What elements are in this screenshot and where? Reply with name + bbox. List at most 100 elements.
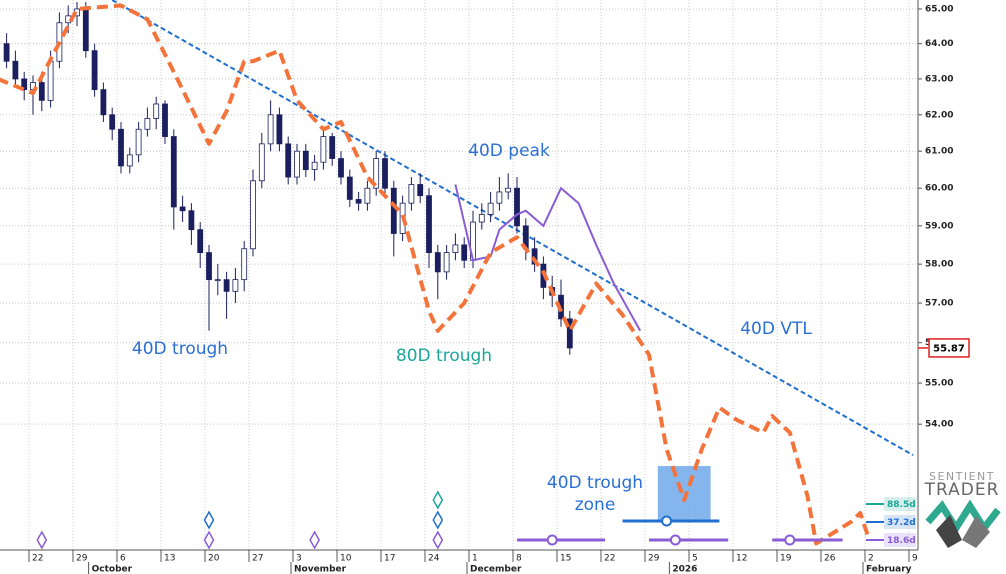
month-label: December: [470, 565, 522, 574]
candle-body: [461, 244, 468, 261]
candle-body: [126, 154, 133, 167]
candle-body: [390, 187, 397, 234]
candle-body: [250, 180, 256, 250]
month-label: October: [92, 565, 133, 574]
x-tick-label: 5: [692, 554, 698, 564]
candle-body: [505, 187, 512, 193]
month-label: February: [866, 565, 912, 574]
x-tick-label: 17: [384, 554, 395, 564]
candle-body: [21, 78, 28, 91]
cycle-marker: [36, 530, 48, 550]
candle-body: [311, 161, 318, 171]
cycle-length-label: 18.6d: [887, 536, 916, 546]
candle-body: [38, 82, 45, 101]
annotation: 40D peak: [468, 141, 550, 161]
candle-body: [302, 150, 309, 171]
candle-body: [3, 43, 10, 62]
x-tick-label: 12: [736, 554, 747, 564]
candle-body: [382, 158, 388, 189]
y-tick-label: 60.00: [925, 184, 953, 194]
candle-body: [109, 114, 116, 130]
x-tick-label: 19: [780, 554, 792, 564]
candle-body: [373, 158, 380, 189]
x-tick-label: 20: [208, 554, 220, 564]
y-tick-label: 59.00: [925, 221, 953, 231]
x-tick-label: 29: [648, 554, 660, 564]
candle-body: [241, 248, 248, 281]
cycle-marker: [432, 530, 444, 550]
cycle-length-box: [884, 533, 916, 547]
logo-text: TRADER: [924, 480, 1000, 500]
trough-zone-center: [546, 534, 558, 546]
x-tick-label: 10: [340, 554, 352, 564]
candle-body: [487, 202, 494, 215]
candle-body: [496, 191, 503, 204]
candle-body: [426, 195, 432, 253]
candle-body: [434, 252, 441, 273]
logo-text: SENTIENT: [929, 470, 995, 483]
cycle-marker: [203, 530, 215, 550]
candle-body: [267, 114, 274, 145]
candle-body: [355, 199, 362, 204]
logo-icon: [962, 516, 990, 548]
candle-body: [144, 117, 151, 130]
candle-body: [338, 158, 344, 178]
trough-zone-box: [657, 466, 711, 520]
candle-body: [285, 143, 292, 178]
candle-body: [294, 150, 300, 178]
x-tick-label: 24: [428, 554, 440, 564]
y-tick-label: 61.00: [925, 147, 953, 157]
candle-body: [346, 176, 353, 200]
x-tick-label: 29: [76, 554, 88, 564]
candle-body: [452, 244, 459, 253]
annotation: zone: [575, 495, 616, 515]
x-tick-label: 13: [164, 554, 175, 564]
candle-body: [162, 103, 168, 137]
cycle-marker: [309, 530, 320, 550]
annotation: 40D VTL: [740, 319, 812, 339]
cycle-length-box: [884, 515, 916, 529]
cycle-marker: [432, 510, 444, 530]
projection-line: [0, 3, 871, 546]
x-tick-label: 3: [296, 554, 302, 564]
x-tick-label: 22: [32, 554, 43, 564]
candle-body: [364, 187, 371, 204]
y-tick-label: 55.00: [925, 379, 953, 389]
candle-body: [514, 187, 520, 227]
candle-body: [320, 136, 327, 163]
x-tick-label: 2: [868, 554, 874, 564]
trendline: [111, 0, 914, 456]
axes: 54.0055.0056.0057.0058.0059.0060.0061.00…: [0, 0, 953, 574]
candle-body: [214, 279, 221, 282]
candle-body: [329, 136, 336, 159]
x-tick-label: 26: [824, 554, 836, 564]
y-tick-label: 65.00: [925, 4, 953, 14]
candle-body: [179, 206, 186, 212]
candle-body: [478, 214, 485, 223]
annotation: 40D trough: [547, 473, 643, 493]
cycle-marker: [432, 490, 444, 510]
candle-body: [188, 210, 195, 231]
annotation: 40D trough: [132, 339, 228, 359]
candle-body: [118, 128, 124, 167]
candle-body: [276, 114, 283, 145]
candle-body: [100, 89, 107, 116]
y-tick-label: 57.00: [925, 299, 953, 309]
candle-body: [82, 8, 89, 52]
overlay: 88.5d 37.2d 18.6d 55.87 40D trough 80D trough…: [132, 141, 970, 547]
candle-body: [566, 318, 573, 349]
x-tick-label: 8: [516, 554, 522, 564]
candle-body: [258, 143, 265, 182]
last-price-label: 55.87: [933, 343, 965, 354]
candle-body: [232, 279, 239, 292]
logo-icon: [925, 499, 1001, 535]
candle-body: [531, 248, 538, 265]
candle-body: [12, 60, 19, 80]
grid: [0, 0, 918, 550]
y-tick-label: 62.00: [925, 110, 953, 120]
logo: SENTIENT TRADER: [924, 470, 1001, 548]
y-tick-label: 54.00: [925, 420, 953, 430]
